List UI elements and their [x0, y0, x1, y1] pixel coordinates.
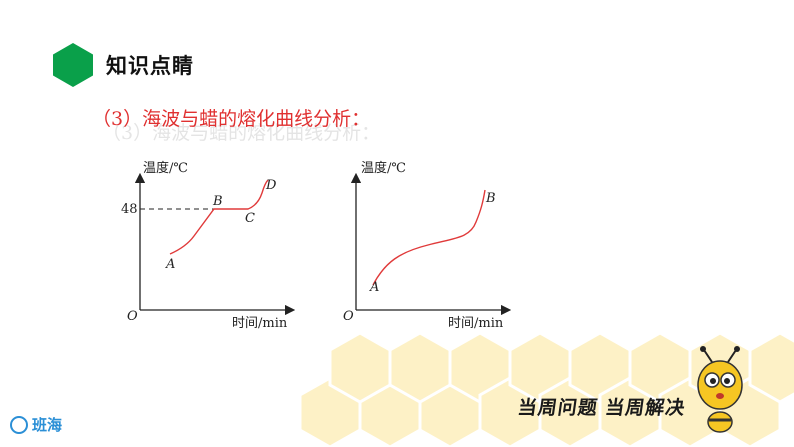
subtitle: （3）海波与蜡的熔化曲线分析：: [92, 108, 371, 130]
ghost-subtitle: （3）海波与蜡的熔化曲线分析：: [102, 122, 381, 144]
slogan-text: 当周问题 当周解决: [516, 397, 687, 419]
left-x-label: 时间/min: [232, 316, 288, 331]
right-y-label: 温度/℃: [361, 160, 406, 176]
banhai-logo: 班海: [10, 414, 62, 435]
section-title: 知识点睛: [106, 54, 194, 78]
left-point-d: D: [265, 178, 277, 193]
left-y-label: 温度/℃: [143, 160, 188, 176]
logo-text: 班海: [32, 416, 63, 434]
section-header: 知识点睛: [52, 42, 194, 88]
hexagon-icon: [53, 43, 93, 87]
haibo-melting-curve: [169, 179, 269, 255]
right-graph: 温度/℃ 时间/min O A B: [343, 160, 512, 331]
right-point-b: B: [485, 191, 496, 206]
left-origin-label: O: [127, 309, 138, 324]
bee-mascot-icon: [697, 346, 743, 433]
logo-circle-icon: [10, 415, 28, 434]
left-graph: 温度/℃ 时间/min O 48 A B C D: [121, 160, 296, 331]
right-origin-label: O: [343, 309, 354, 324]
left-point-b: B: [212, 194, 223, 209]
wax-melting-curve: [372, 189, 486, 286]
left-point-a: A: [165, 257, 175, 272]
right-point-a: A: [369, 280, 379, 295]
right-x-label: 时间/min: [448, 316, 504, 331]
left-point-c: C: [245, 211, 255, 226]
tick-48-label: 48: [121, 202, 138, 217]
